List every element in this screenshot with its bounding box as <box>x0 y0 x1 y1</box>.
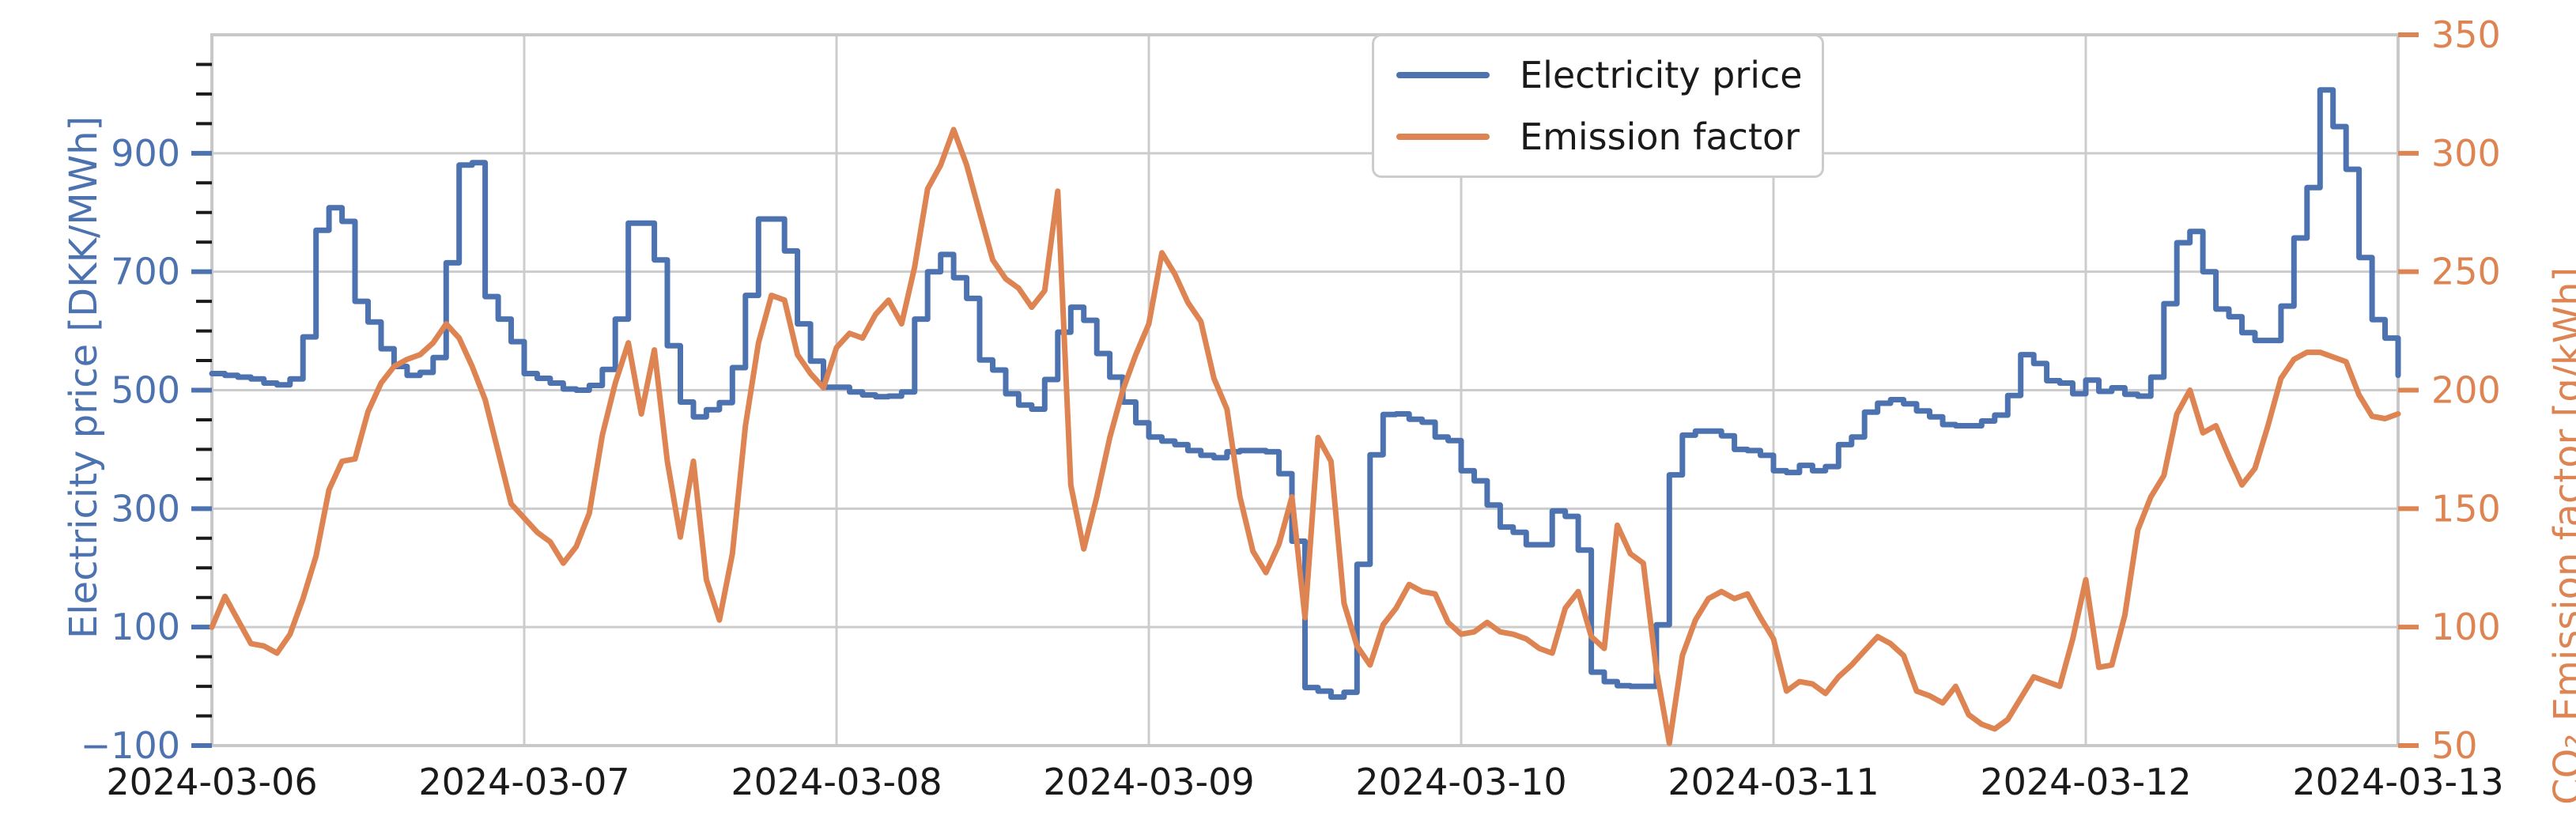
left-tick-label: 500 <box>111 369 180 412</box>
series-line-emission-factor <box>209 127 2401 746</box>
right-tick-label: 250 <box>2431 251 2501 293</box>
left-tick-label: 700 <box>111 251 180 293</box>
right-axis-title: CO₂ Emission factor [g/kWh] <box>2546 266 2576 805</box>
x-tick-label: 2024-03-08 <box>731 761 942 803</box>
legend: Electricity price Emission factor <box>1372 34 1824 178</box>
x-tick-label: 2024-03-07 <box>418 761 629 803</box>
x-tick-label: 2024-03-09 <box>1043 761 1254 803</box>
right-tick-label: 150 <box>2431 487 2501 530</box>
legend-label-emission-factor: Emission factor <box>1520 115 1800 158</box>
left-tick-label: −100 <box>81 724 180 767</box>
right-tick-label: 300 <box>2431 132 2501 175</box>
x-tick-label: 2024-03-13 <box>2292 761 2503 803</box>
left-tick-label: 900 <box>111 132 180 175</box>
right-tick-label: 50 <box>2431 724 2478 767</box>
left-tick-label: 300 <box>111 487 180 530</box>
x-tick-label: 2024-03-10 <box>1355 761 1566 803</box>
legend-item-electricity-price: Electricity price <box>1374 54 1822 96</box>
x-tick-label: 2024-03-11 <box>1668 761 1879 803</box>
x-tick-label: 2024-03-06 <box>106 761 317 803</box>
right-tick-label: 350 <box>2431 13 2501 56</box>
legend-label-electricity-price: Electricity price <box>1520 54 1803 96</box>
left-axis-title: Electricity price [DKK/MWh] <box>62 115 106 639</box>
electricity-price-line-swatch <box>1396 72 1490 78</box>
legend-item-emission-factor: Emission factor <box>1374 115 1822 158</box>
emission-factor-line-swatch <box>1396 134 1490 140</box>
right-tick-label: 200 <box>2431 369 2501 412</box>
left-tick-label: 100 <box>111 606 180 648</box>
x-tick-label: 2024-03-12 <box>1980 761 2191 803</box>
right-tick-label: 100 <box>2431 606 2501 648</box>
